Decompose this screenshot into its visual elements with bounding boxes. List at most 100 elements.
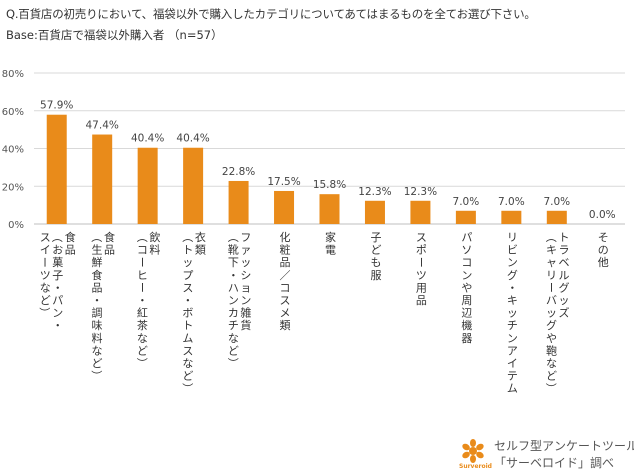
x-category-char: 料: [91, 331, 102, 345]
x-category-char: コ: [461, 256, 472, 269]
x-category-char: 雑: [240, 306, 251, 320]
x-category-char: ど: [546, 370, 557, 383]
x-category-char: ）: [38, 307, 51, 318]
x-category-char: ・: [137, 294, 148, 307]
x-category-char: （: [181, 232, 194, 243]
x-category-char: ー: [135, 257, 148, 268]
x-category-char: ン: [507, 256, 518, 269]
logo-brand: Surveroid: [459, 463, 492, 470]
bar: [92, 134, 113, 224]
x-category-char: ）: [226, 358, 239, 369]
bar: [501, 210, 522, 224]
x-category-char: 食: [104, 230, 115, 244]
x-category-char: 食: [65, 230, 76, 244]
x-category-char: ど: [182, 370, 193, 383]
x-category-char: ッ: [559, 294, 570, 307]
x-category-char: 味: [91, 319, 102, 332]
x-category-char: 服: [370, 269, 381, 282]
x-category-char: カ: [228, 307, 239, 320]
x-category-char: ョ: [240, 281, 251, 294]
x-category-char: チ: [507, 319, 518, 332]
x-category-char: 子: [52, 269, 63, 282]
x-category-char: ム: [507, 382, 518, 395]
x-category-char: ッ: [240, 256, 251, 269]
bar: [228, 180, 249, 224]
x-category-char: テ: [507, 370, 518, 383]
x-category-char: （: [545, 232, 558, 243]
x-category-char: シ: [240, 269, 251, 282]
x-category-char: イ: [40, 244, 51, 257]
x-category-char: ャ: [546, 256, 557, 269]
x-category-char: プ: [182, 269, 193, 282]
x-category-char: 鞄: [546, 343, 557, 357]
x-category-char: 生: [91, 243, 102, 257]
x-category-char: ー: [414, 257, 427, 268]
x-category-char: ァ: [240, 244, 251, 257]
x-category-char: 粧: [280, 244, 291, 257]
x-category-char: 用: [416, 281, 427, 294]
x-category-char: ン: [461, 269, 472, 282]
x-category-char: ッ: [546, 307, 557, 320]
x-category-char: ボ: [182, 307, 193, 320]
x-category-char: ッ: [507, 307, 518, 320]
y-tick-label: 80%: [2, 69, 24, 80]
x-category-char: ど: [370, 244, 381, 257]
x-category-char: ッ: [182, 256, 193, 269]
x-category-char: グ: [507, 268, 518, 282]
data-label: 12.3%: [358, 186, 391, 198]
x-category-char: 紅: [137, 307, 148, 320]
sun-flower-icon: [462, 439, 484, 463]
x-category-char: 家: [325, 230, 336, 244]
x-category-char: グ: [559, 280, 570, 294]
x-category-char: ツ: [416, 269, 427, 282]
x-category-char: ・: [182, 294, 193, 307]
x-category-char: ラ: [559, 244, 570, 257]
bar: [274, 190, 295, 224]
x-category-char: ト: [559, 231, 570, 244]
data-label: 40.4%: [176, 133, 209, 145]
x-category-char: ・: [507, 281, 518, 294]
x-category-char: コ: [280, 281, 291, 294]
bar: [364, 200, 385, 224]
data-label: 40.4%: [131, 133, 164, 145]
x-category-char: 靴: [228, 243, 239, 257]
x-category-char: フ: [240, 231, 251, 244]
x-category-char: ス: [40, 231, 51, 244]
x-category-char: （: [90, 232, 103, 243]
x-category-char: 飲: [149, 230, 160, 244]
x-category-char: ー: [38, 257, 51, 268]
x-category-char: 器: [461, 332, 472, 345]
data-label: 7.0%: [498, 196, 525, 208]
x-category-char: も: [370, 256, 381, 269]
x-category-char: ど: [91, 357, 102, 370]
data-label: 17.5%: [267, 176, 300, 188]
x-category-char: 茶: [137, 319, 148, 332]
bar: [410, 200, 431, 224]
x-category-char: 他: [598, 256, 609, 269]
bar: [455, 210, 476, 224]
x-category-char: ト: [182, 319, 193, 332]
x-category-char: 食: [91, 268, 102, 282]
x-category-char: チ: [228, 319, 239, 332]
x-category-char: ／: [280, 269, 291, 282]
x-category-char: や: [546, 332, 557, 345]
x-category-char: ど: [228, 344, 239, 357]
y-tick-label: 60%: [2, 107, 24, 118]
data-label: 7.0%: [543, 196, 570, 208]
x-category-char: ソ: [461, 244, 472, 257]
x-category-char: 品: [65, 244, 76, 257]
y-tick-label: 20%: [2, 182, 24, 193]
x-category-char: ス: [182, 344, 193, 357]
x-category-char: ン: [240, 294, 251, 307]
x-category-char: の: [598, 244, 609, 257]
x-category-char: 調: [91, 306, 102, 320]
x-category-char: キ: [507, 294, 518, 307]
x-category-char: キ: [546, 244, 557, 257]
